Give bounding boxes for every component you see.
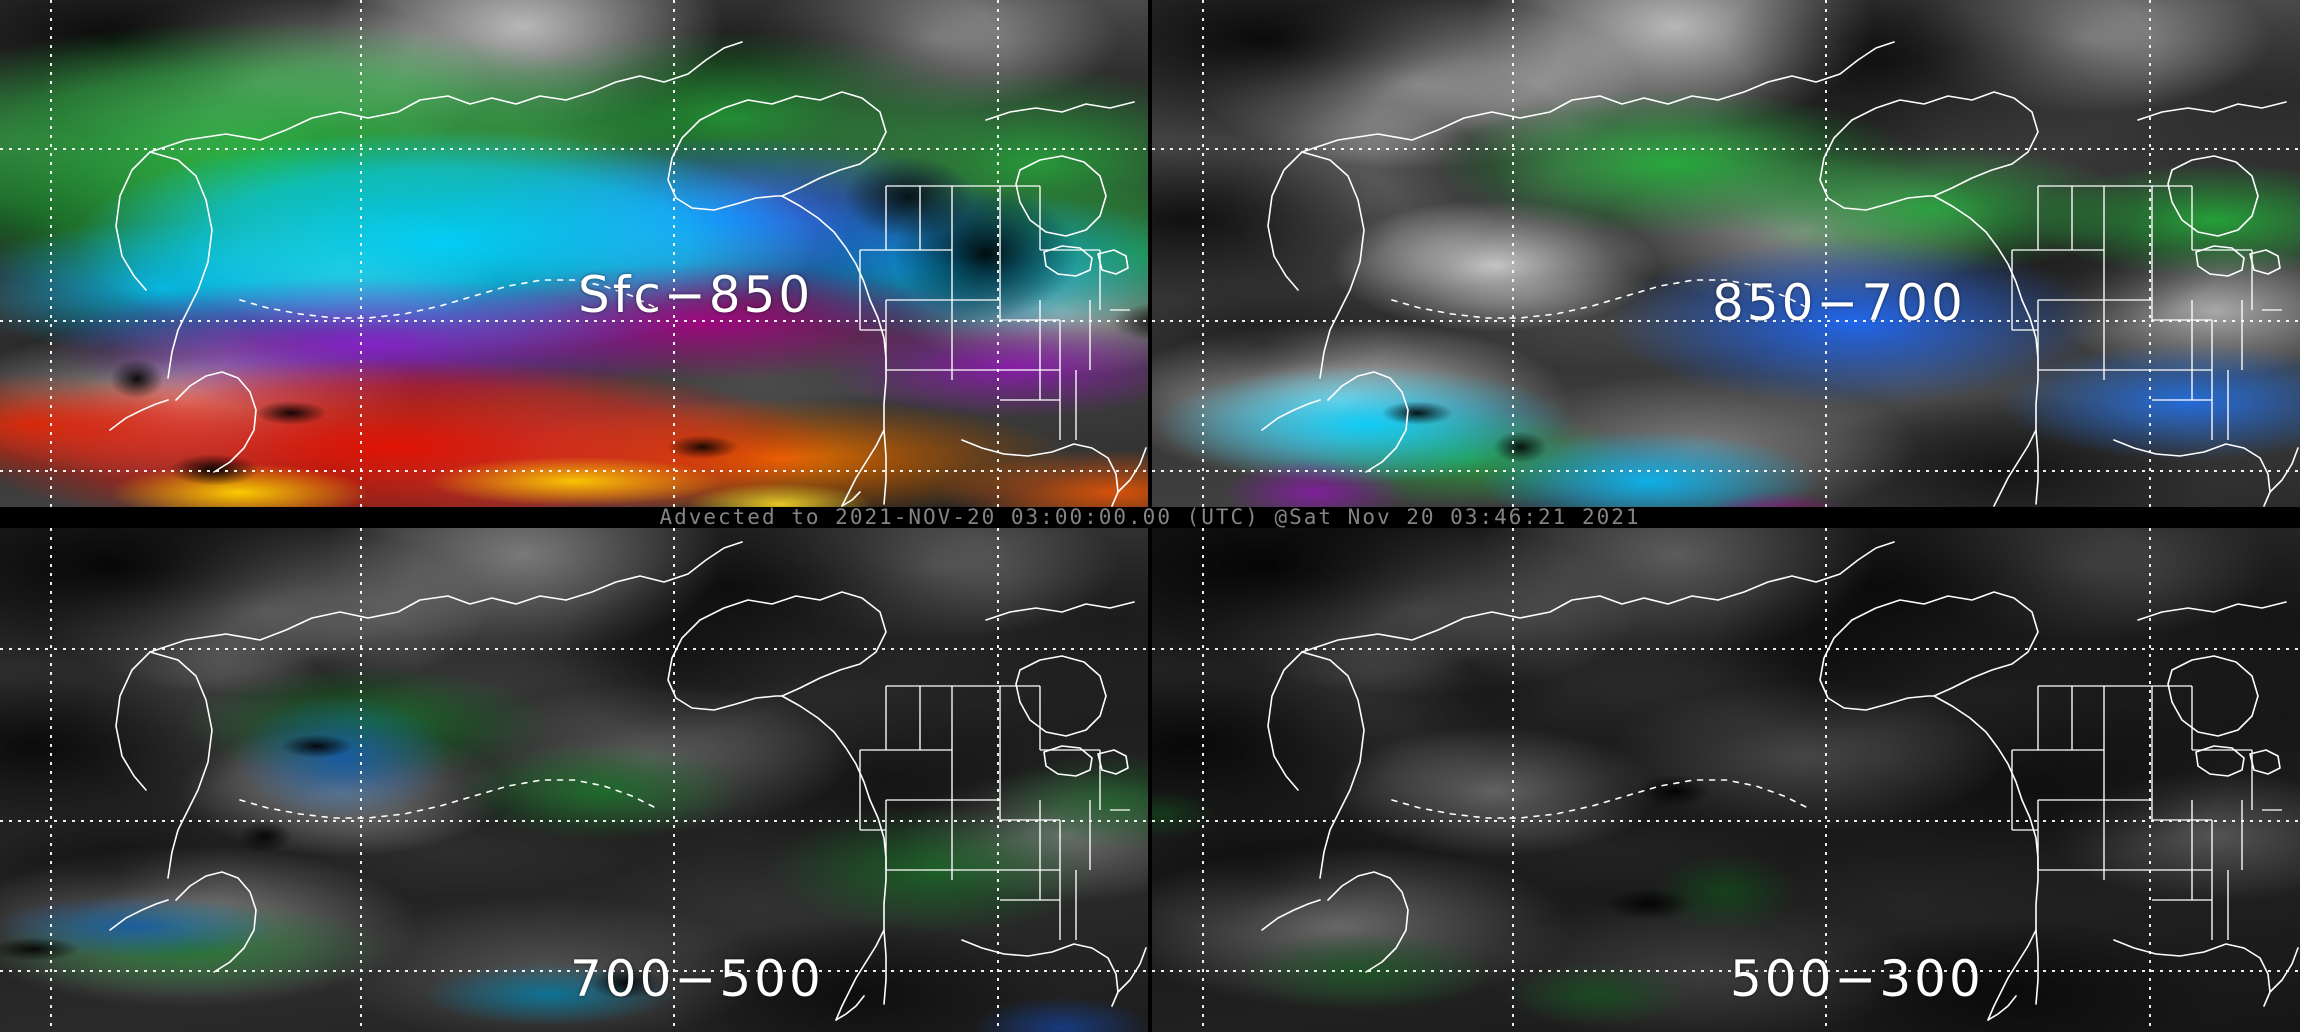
panel-850-700-imagery: 850−700	[1152, 0, 2300, 508]
moisture-field	[1152, 0, 2300, 508]
panel-sfc-850[interactable]: Sfc−850	[0, 0, 1148, 508]
panel-sfc-850-imagery: Sfc−850	[0, 0, 1148, 508]
panel-700-500[interactable]: 700−500	[0, 528, 1148, 1032]
panel-label-700-500: 700−500	[570, 950, 824, 1008]
timestamp-bar: Advected to 2021-NOV-20 03:00:00.00 (UTC…	[0, 507, 2300, 528]
timestamp-text: Advected to 2021-NOV-20 03:00:00.00 (UTC…	[659, 505, 1641, 529]
moisture-field	[1152, 528, 2300, 1032]
panel-label-850-700: 850−700	[1712, 274, 1966, 332]
panel-label-500-300: 500−300	[1730, 950, 1984, 1008]
panel-label-sfc-850: Sfc−850	[578, 266, 814, 324]
panel-500-300[interactable]: 500−300	[1152, 528, 2300, 1032]
moisture-field	[0, 0, 1148, 508]
panel-850-700[interactable]: 850−700	[1152, 0, 2300, 508]
panel-500-300-imagery: 500−300	[1152, 528, 2300, 1032]
panel-700-500-imagery: 700−500	[0, 528, 1148, 1032]
